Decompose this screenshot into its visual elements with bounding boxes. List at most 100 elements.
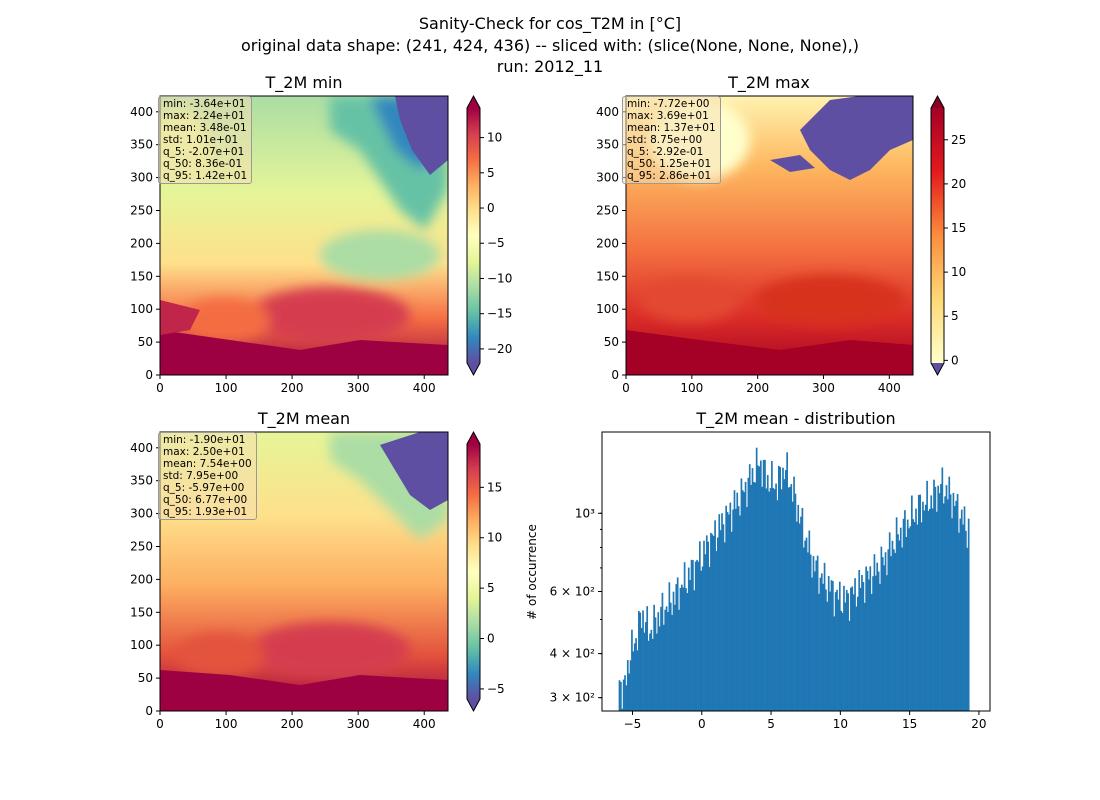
histogram-bar: [815, 560, 818, 711]
figure-title-line-3: run: 2012_11: [496, 57, 604, 76]
histogram-bar: [746, 506, 748, 711]
stat-line: q_5: -2.07e+01: [163, 146, 245, 158]
histogram-bar: [775, 483, 777, 711]
histogram-bar: [771, 461, 773, 711]
histogram-bar: [685, 588, 687, 711]
y-tick-label: 0: [611, 368, 619, 382]
colorbar-tick-label: −10: [487, 271, 512, 285]
histogram-bar: [963, 506, 966, 711]
histogram-bar: [764, 459, 766, 711]
y-tick-label: 4 × 10²: [550, 647, 596, 661]
histogram-bar: [801, 507, 804, 711]
stat-line: mean: 1.37e+01: [627, 122, 716, 134]
histogram-bar: [683, 562, 686, 711]
histogram-bar: [859, 587, 862, 711]
histogram-bar: [624, 675, 626, 711]
histogram-bar: [858, 570, 861, 711]
histogram-bar: [899, 527, 902, 711]
histogram-bar: [934, 486, 937, 711]
histogram-bar: [712, 536, 715, 711]
histogram-bar: [841, 612, 844, 711]
histogram-bar: [674, 604, 676, 711]
histogram-bar: [750, 484, 752, 711]
histogram-bar: [718, 514, 721, 711]
histogram-bar: [690, 559, 693, 711]
histogram-bar: [816, 555, 819, 711]
histogram-bar: [628, 673, 631, 711]
colorbar-tick-label: 0: [951, 353, 959, 367]
histogram-bar: [726, 512, 729, 711]
stat-line: min: -1.90e+01: [163, 434, 246, 446]
colorbar-tick-label: 10: [951, 265, 966, 279]
histogram-bar: [694, 561, 697, 711]
histogram-bar: [635, 638, 637, 711]
histogram-bar: [755, 447, 758, 711]
histogram-bar: [748, 464, 751, 711]
histogram-bar: [847, 593, 849, 711]
panel-t2m-max: T_2M max 0 100 200 300 400 0 50 100 150 200 250 300…: [596, 73, 914, 395]
histogram-bar: [793, 476, 795, 711]
histogram-bar: [761, 486, 764, 711]
histogram-bar: [773, 489, 776, 711]
histogram-bar: [814, 571, 816, 711]
histogram-bar: [916, 524, 919, 711]
x-tick-label: 5: [767, 717, 775, 731]
y-tick-label: 200: [130, 572, 153, 586]
histogram-bar: [829, 591, 831, 711]
histogram-bar: [729, 502, 732, 711]
colorbar-tick-label: 0: [487, 632, 495, 646]
y-tick-label: 150: [130, 269, 153, 283]
x-tick-label: 200: [281, 717, 304, 731]
colorbar-t2m-mean: −5 0 5 10 15: [466, 430, 505, 713]
histogram-bar: [967, 518, 970, 711]
y-tick-label: 300: [596, 171, 619, 185]
x-tick-label: 200: [281, 381, 304, 395]
histogram-bar: [639, 612, 642, 711]
histogram-bar: [704, 554, 707, 711]
histogram-bar: [633, 643, 636, 711]
histogram-bar: [937, 485, 940, 711]
histogram-bar: [873, 554, 876, 711]
histogram-bar: [949, 494, 952, 711]
histogram-bar: [887, 549, 890, 711]
histogram-bar: [703, 540, 705, 711]
histogram-bar: [722, 524, 725, 711]
y-tick-label: 250: [130, 203, 153, 217]
histogram-bar: [944, 496, 946, 711]
x-tick-label: 300: [812, 381, 835, 395]
colorbar-tick-label: 10: [487, 131, 502, 145]
histogram-bar: [931, 508, 934, 711]
histogram-bar: [820, 573, 823, 711]
histogram-bar: [886, 575, 888, 711]
histogram-bar: [812, 556, 815, 711]
histogram-bar: [705, 535, 708, 711]
x-axis-t2m-min: 0 100 200 300 400 0 50 100 150 200 250 300 350 400: [130, 105, 436, 395]
histogram-bar: [622, 679, 625, 711]
histogram-bar: [787, 487, 790, 711]
histogram-bar: [618, 680, 621, 711]
histogram-bar: [827, 576, 830, 711]
histogram-bar: [762, 460, 765, 711]
histogram-bar: [708, 566, 711, 711]
histogram-bar: [620, 681, 622, 711]
histogram-bar: [679, 587, 682, 711]
histogram-bar: [894, 552, 897, 711]
histogram-bar: [869, 566, 872, 711]
histogram-bar: [901, 547, 903, 711]
histogram-bar: [790, 484, 793, 711]
stat-line: mean: 3.48e-01: [163, 122, 247, 134]
histogram-bar: [948, 476, 951, 711]
histogram-bar: [919, 494, 922, 711]
histogram-bar: [893, 549, 895, 711]
histogram-bar: [665, 606, 668, 711]
histogram-bar: [881, 557, 884, 711]
histogram-bar: [646, 606, 649, 711]
histogram-bar: [651, 638, 654, 711]
y-tick-label: 400: [130, 105, 153, 119]
colorbar-outline: [930, 94, 945, 377]
histogram-bar: [915, 508, 917, 711]
histogram-bar: [845, 589, 848, 711]
histogram-bar: [733, 490, 736, 711]
histogram-bar: [693, 590, 696, 711]
histogram-bar: [743, 492, 746, 711]
